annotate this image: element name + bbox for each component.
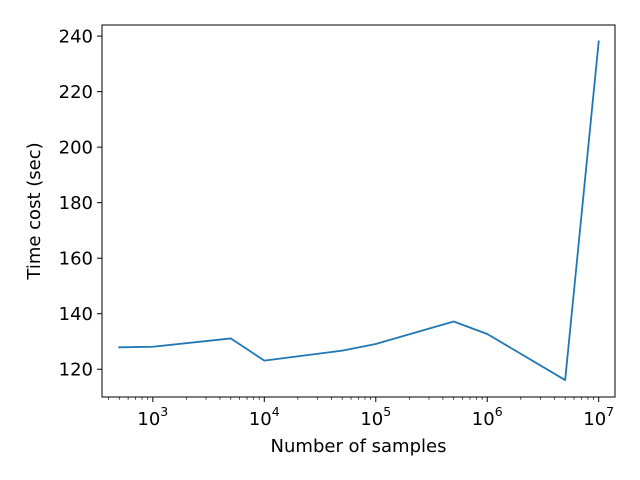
x-tick-label: 104 (249, 404, 280, 430)
x-tick-label: 106 (472, 404, 503, 430)
y-tick-label: 200 (59, 138, 93, 159)
x-axis-ticks: 103 104 105 106 107 (108, 397, 614, 430)
x-tick-label: 105 (360, 404, 391, 430)
series-line (118, 40, 600, 381)
y-tick-label: 180 (59, 193, 93, 214)
y-tick-label: 220 (59, 82, 93, 103)
series-layer (118, 40, 600, 381)
x-tick-label: 103 (137, 404, 168, 430)
y-tick-label: 240 (59, 27, 93, 48)
y-axis-label: Time cost (sec) (24, 142, 45, 280)
y-tick-label: 140 (59, 304, 93, 325)
plot-frame (101, 24, 616, 398)
y-tick-label: 160 (59, 249, 93, 270)
x-axis-label: Number of samples (271, 436, 447, 457)
plot-area (102, 25, 615, 397)
y-tick-label: 120 (59, 360, 93, 381)
y-axis-ticks: 120 140 160 180 200 220 240 (59, 27, 102, 381)
x-tick-label: 107 (583, 404, 614, 430)
